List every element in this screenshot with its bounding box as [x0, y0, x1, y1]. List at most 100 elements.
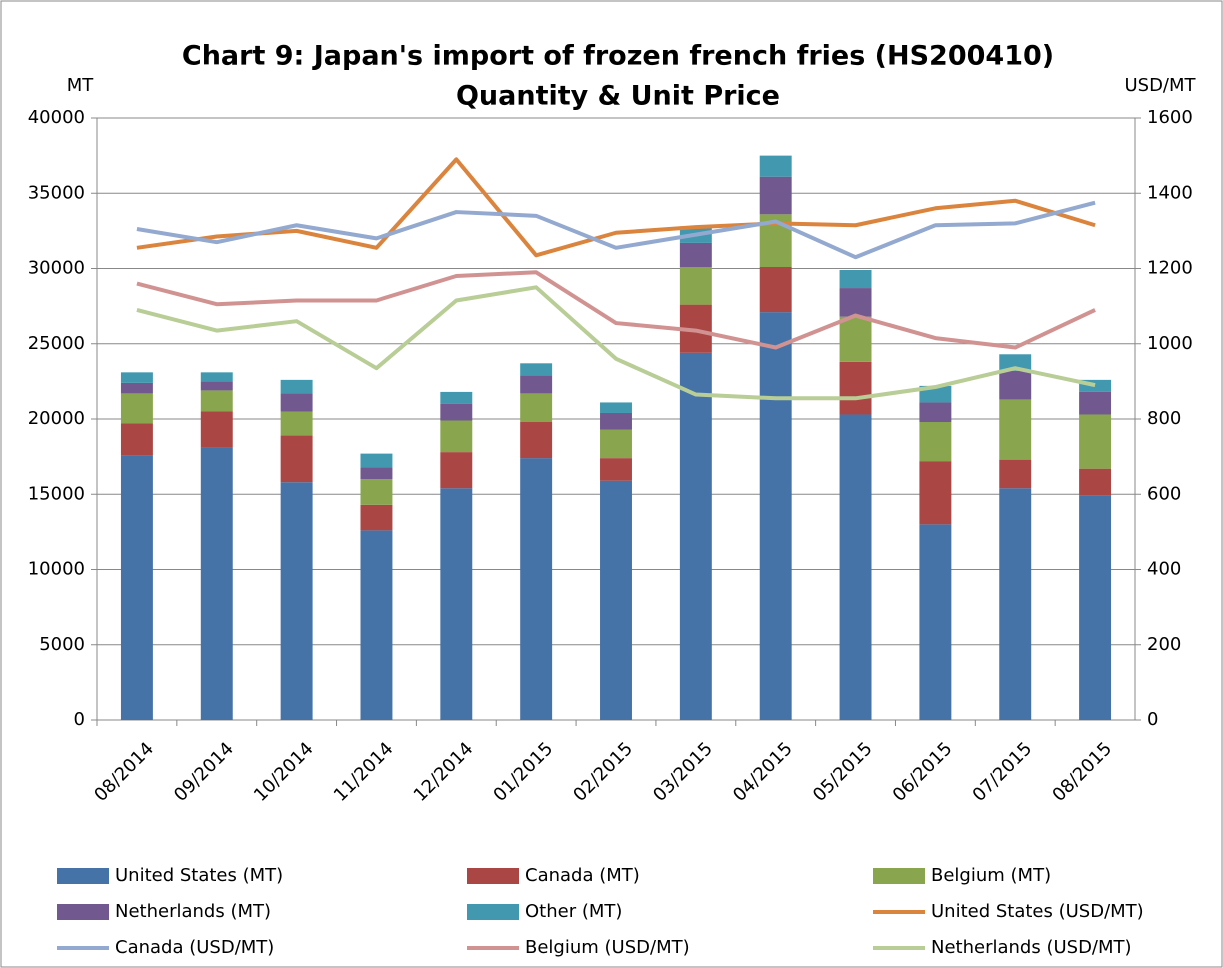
bar-segment [679, 266, 712, 305]
bar-segment [600, 458, 632, 481]
chart-title: Quantity & Unit Price [456, 81, 780, 112]
legend-swatch [57, 904, 109, 920]
bar-segment [520, 422, 553, 459]
legend-label: Canada (USD/MT) [115, 937, 274, 958]
y2-tick-label: 0 [1147, 709, 1158, 730]
bar-segment [919, 422, 952, 462]
bar-segment [520, 458, 553, 720]
y-tick-label: 0 [74, 709, 85, 730]
bar-segment [919, 402, 952, 423]
bar-segment [1079, 468, 1112, 496]
y-tick-label: 35000 [28, 182, 85, 203]
bar-segment [839, 361, 872, 415]
y2-tick-label: 1200 [1147, 258, 1193, 279]
y-tick-label: 25000 [28, 333, 85, 354]
bar-segment [1079, 391, 1112, 415]
y-tick-label: 20000 [28, 408, 85, 429]
bar-segment [200, 372, 233, 382]
line-series [136, 157, 1096, 258]
bar-segment [839, 270, 872, 289]
chart-title: Chart 9: Japan's import of frozen french… [182, 41, 1054, 72]
bar-segment [759, 266, 792, 313]
bar-segment [520, 393, 553, 423]
y-tick-label: 30000 [28, 258, 85, 279]
legend-label: Belgium (USD/MT) [525, 937, 690, 958]
bar-segment [280, 393, 313, 412]
bar-segment [999, 370, 1032, 400]
bar-segment [999, 399, 1032, 460]
bar-segment [759, 176, 792, 215]
bar-segment [919, 524, 952, 720]
legend-swatch [57, 868, 109, 884]
line-series [136, 285, 1096, 401]
y2-tick-label: 1000 [1147, 333, 1193, 354]
bar-segment [759, 155, 792, 177]
y-tick-label: 5000 [39, 634, 85, 655]
legend-swatch [873, 868, 925, 884]
y2-axis-label: USD/MT [1124, 75, 1196, 96]
bar-segment [440, 420, 473, 453]
y2-tick-label: 1600 [1147, 107, 1193, 128]
y2-tick-label: 600 [1147, 483, 1181, 504]
legend-label: Belgium (MT) [931, 865, 1051, 886]
bar-segment [600, 412, 632, 430]
bar-segment [120, 372, 153, 383]
bar-segment [839, 316, 872, 362]
bar-segment [280, 482, 313, 720]
bar-segment [120, 423, 153, 456]
legend-label: United States (USD/MT) [931, 901, 1144, 922]
bar-segment [120, 393, 153, 424]
y-tick-label: 10000 [28, 559, 85, 580]
bar-segment [999, 488, 1032, 720]
legend-swatch [467, 868, 519, 884]
bar-segment [280, 379, 313, 394]
bar-segment [360, 504, 393, 531]
y2-tick-label: 200 [1147, 634, 1181, 655]
bar-segment [200, 447, 233, 720]
line-series [136, 270, 1096, 350]
bar-segment [200, 390, 233, 412]
bar-segment [1079, 495, 1112, 720]
bar-segment [919, 461, 952, 525]
bar-segment [679, 352, 712, 720]
bar-segment [120, 382, 153, 394]
line-series [136, 200, 1096, 260]
bar-segment [280, 411, 313, 436]
bar-segment [839, 288, 872, 317]
y2-tick-label: 400 [1147, 559, 1181, 580]
bar-segment [520, 375, 553, 394]
bar-segment [600, 402, 632, 413]
bar-segment [440, 452, 473, 489]
y2-tick-label: 800 [1147, 408, 1181, 429]
bar-segment [360, 467, 393, 480]
y-tick-label: 40000 [28, 107, 85, 128]
bar-segment [600, 480, 632, 720]
bar-segment [440, 391, 473, 404]
y-axis-label: MT [67, 75, 95, 96]
bar-segment [1079, 414, 1112, 469]
bar-segment [999, 459, 1032, 489]
bar-segment [360, 453, 393, 468]
bar-segment [839, 414, 872, 720]
bar-segment [200, 381, 233, 391]
legend-label: Other (MT) [525, 901, 622, 922]
bar-segment [679, 242, 712, 267]
bar-segment [200, 411, 233, 448]
bar-segment [120, 455, 153, 720]
bar-segment [360, 530, 393, 720]
bar-segment [520, 363, 553, 376]
bar-segment [440, 403, 473, 421]
y-tick-label: 15000 [28, 483, 85, 504]
legend-label: Canada (MT) [525, 865, 640, 886]
bar-segment [360, 479, 393, 505]
bar-segment [600, 429, 632, 459]
bar-segment [759, 312, 792, 720]
legend-swatch [467, 904, 519, 920]
bar-segment [999, 354, 1032, 371]
y2-tick-label: 1400 [1147, 182, 1193, 203]
bar-segment [280, 435, 313, 483]
bar-segment [440, 488, 473, 720]
legend-label: United States (MT) [115, 865, 283, 886]
legend-label: Netherlands (USD/MT) [931, 937, 1132, 958]
